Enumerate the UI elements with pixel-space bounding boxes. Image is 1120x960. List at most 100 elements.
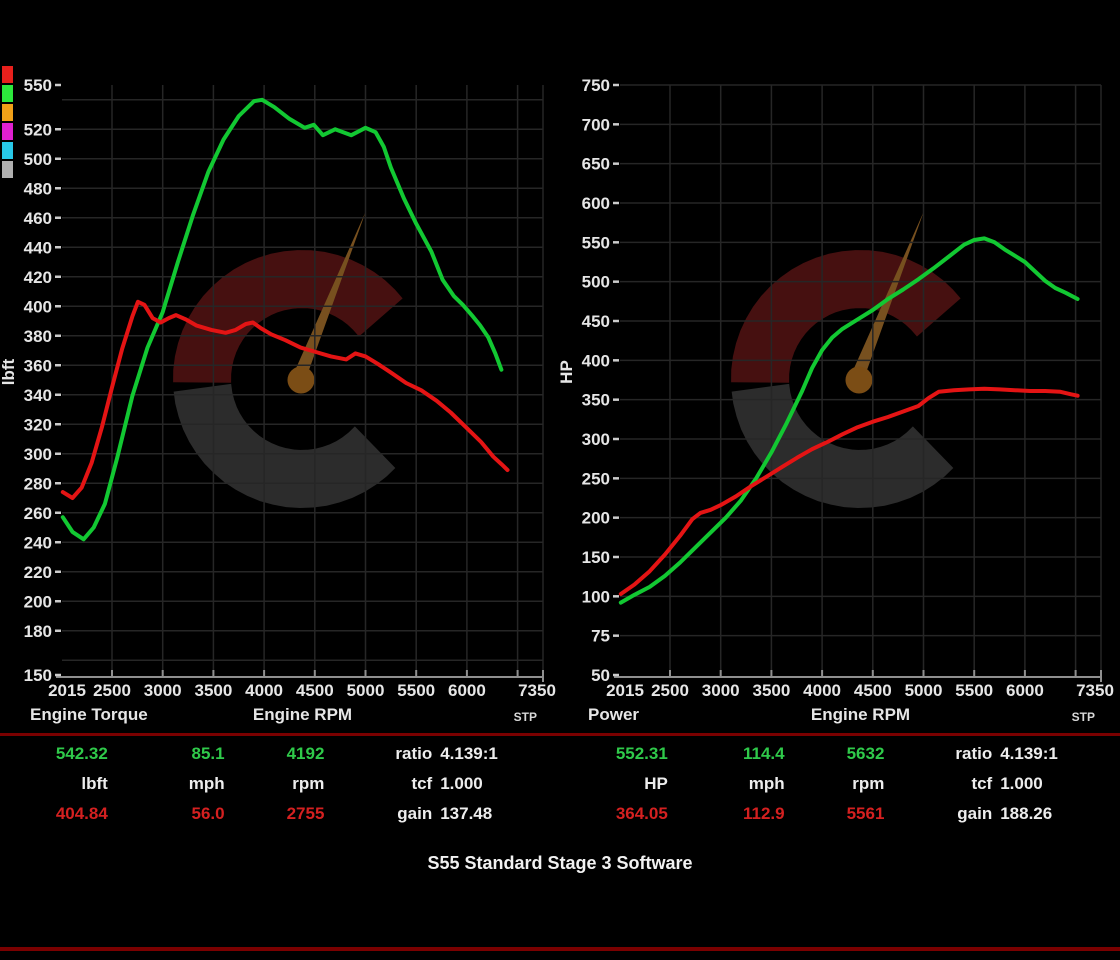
gridlines [62, 85, 544, 675]
separator-line-bottom [0, 947, 1120, 951]
gridlines [620, 84, 1102, 675]
svg-text:3500: 3500 [752, 681, 790, 700]
torque-curve-red [60, 299, 510, 500]
power-peak-speed: 114.4 [742, 744, 785, 763]
torque-chart: 550 520 500 480 460 440 420 400 380 360 340 320 300 2… [0, 76, 556, 724]
svg-text:350: 350 [582, 391, 610, 410]
x-axis-label: Engine RPM [253, 705, 352, 724]
svg-text:200: 200 [24, 592, 52, 611]
svg-text:480: 480 [24, 179, 52, 198]
torque-base-speed: 56.0 [191, 804, 225, 823]
svg-text:300: 300 [582, 430, 610, 449]
svg-text:7350: 7350 [1076, 681, 1114, 700]
torque-peak-speed: 85.1 [191, 744, 225, 763]
ratio-value: 4.139:1 [440, 744, 498, 763]
chart-title-label: Engine Torque [30, 705, 148, 724]
legend-red-swatch [2, 66, 13, 83]
svg-text:280: 280 [24, 474, 52, 493]
power-peak-rpm: 5632 [846, 744, 885, 763]
y-axis-label: lbft [0, 358, 18, 385]
torque-peak-rpm: 4192 [286, 744, 325, 763]
power-units-row: HP mph rpm tcf 1.000 [560, 769, 1120, 799]
chart-title-label: Power [588, 705, 639, 724]
torque-stats-panel: 542.32 85.1 4192 ratio 4.139:1 lbft mph … [0, 739, 560, 829]
svg-text:380: 380 [24, 327, 52, 346]
svg-text:400: 400 [582, 351, 610, 370]
power-base-speed: 112.9 [742, 804, 785, 823]
svg-text:300: 300 [24, 445, 52, 464]
svg-text:2015: 2015 [606, 681, 644, 700]
svg-text:7350: 7350 [518, 681, 556, 700]
gain-label: gain [957, 804, 993, 823]
x-axis [56, 670, 544, 682]
legend-green-swatch [2, 85, 13, 102]
gain-value: 137.48 [440, 804, 493, 823]
ratio-label: ratio [955, 744, 993, 763]
ratio-label: ratio [395, 744, 433, 763]
svg-text:2015: 2015 [48, 681, 86, 700]
y-axis-label: HP [558, 360, 576, 384]
run-color-legend [2, 66, 14, 180]
svg-text:450: 450 [582, 312, 610, 331]
svg-text:5000: 5000 [905, 681, 943, 700]
power-unit: HP [644, 774, 668, 793]
svg-text:500: 500 [582, 273, 610, 292]
svg-text:240: 240 [24, 533, 52, 552]
svg-text:150: 150 [582, 548, 610, 567]
svg-text:2500: 2500 [93, 681, 131, 700]
speed-unit: mph [748, 774, 785, 793]
power-chart: 750 700 650 600 550 500 450 400 350 300 250 200 150 1… [558, 76, 1114, 724]
svg-text:500: 500 [24, 150, 52, 169]
power-peak-value: 552.31 [615, 744, 668, 763]
torque-base-rpm: 2755 [286, 804, 325, 823]
svg-text:260: 260 [24, 504, 52, 523]
gauge-needle-icon [847, 211, 924, 384]
power-curve-green [618, 236, 1080, 605]
power-stats-panel: 552.31 114.4 5632 ratio 4.139:1 HP mph r… [560, 739, 1120, 829]
svg-text:50: 50 [591, 666, 610, 685]
power-peak-row: 552.31 114.4 5632 ratio 4.139:1 [560, 739, 1120, 769]
svg-text:75: 75 [591, 627, 610, 646]
svg-text:550: 550 [582, 233, 610, 252]
svg-text:400: 400 [24, 297, 52, 316]
svg-text:360: 360 [24, 356, 52, 375]
svg-text:200: 200 [582, 509, 610, 528]
ratio-value: 4.139:1 [1000, 744, 1058, 763]
svg-text:750: 750 [582, 76, 610, 95]
power-base-rpm: 5561 [846, 804, 885, 823]
x-axis-label: Engine RPM [811, 705, 910, 724]
svg-text:250: 250 [582, 469, 610, 488]
svg-text:4500: 4500 [854, 681, 892, 700]
torque-curve-green [60, 97, 504, 542]
svg-text:520: 520 [24, 120, 52, 139]
svg-text:4000: 4000 [803, 681, 841, 700]
svg-text:3000: 3000 [144, 681, 182, 700]
svg-text:440: 440 [24, 238, 52, 257]
svg-text:5000: 5000 [347, 681, 385, 700]
tcf-label: tcf [971, 774, 993, 793]
power-base-row: 364.05 112.9 5561 gain 188.26 [560, 799, 1120, 829]
tcf-value: 1.000 [1000, 774, 1043, 793]
torque-peak-row: 542.32 85.1 4192 ratio 4.139:1 [0, 739, 560, 769]
svg-text:2500: 2500 [651, 681, 689, 700]
svg-text:150: 150 [24, 666, 52, 685]
svg-text:180: 180 [24, 622, 52, 641]
torque-units-row: lbft mph rpm tcf 1.000 [0, 769, 560, 799]
power-curve-red [618, 386, 1080, 596]
svg-text:460: 460 [24, 209, 52, 228]
dyno-run-title: S55 Standard Stage 3 Software [427, 853, 693, 873]
tcf-label: tcf [411, 774, 433, 793]
separator-line-top [0, 733, 1120, 736]
svg-text:650: 650 [582, 155, 610, 174]
legend-gray-swatch [2, 161, 13, 178]
svg-text:5500: 5500 [397, 681, 435, 700]
gauge-needle-icon [289, 211, 366, 384]
svg-text:3500: 3500 [194, 681, 232, 700]
gain-label: gain [397, 804, 433, 823]
svg-text:550: 550 [24, 76, 52, 95]
svg-text:4000: 4000 [245, 681, 283, 700]
y-tick-labels: 550 520 500 480 460 440 420 400 380 360 340 320 300 2… [24, 76, 61, 685]
svg-text:340: 340 [24, 386, 52, 405]
gauge-hub-icon [287, 366, 315, 394]
